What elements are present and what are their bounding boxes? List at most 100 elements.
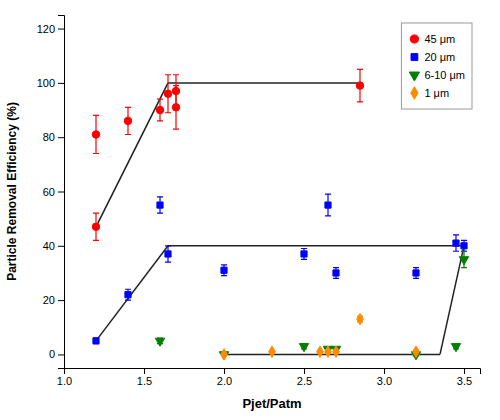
legend-box (401, 23, 472, 109)
point (453, 240, 459, 246)
x-axis-tick-mark (464, 368, 465, 374)
error-bar (461, 240, 467, 251)
point (164, 90, 171, 97)
y-axis-title: Particle Removal Efficiency (%) (5, 102, 19, 281)
legend-item: 6-10 μm (409, 69, 465, 81)
x-axis-tick: 2.5 (297, 368, 312, 387)
y-axis-tick: 0 (49, 348, 64, 360)
legend-label: 1 μm (424, 87, 449, 99)
y-axis-tick-mark (58, 137, 64, 138)
point (333, 346, 340, 357)
x-axis-tick: 3.0 (377, 368, 392, 387)
x-axis-tick-mark (304, 368, 305, 374)
legend-marker (410, 35, 418, 43)
y-axis-tick-label: 60 (43, 186, 55, 198)
point (92, 131, 99, 138)
legend-marker (411, 87, 418, 100)
error-bar (357, 69, 363, 102)
x-axis-tick: 2.0 (217, 368, 232, 387)
point (357, 313, 364, 324)
y-axis-tick: 20 (43, 294, 64, 306)
error-bar (301, 249, 307, 260)
trend-lines (96, 83, 464, 355)
point (221, 267, 227, 273)
point (165, 251, 171, 257)
y-axis-line (58, 16, 65, 369)
error-bar (157, 197, 163, 213)
y-axis-tick-label: 120 (37, 23, 55, 35)
trend-line (168, 245, 464, 247)
series (221, 313, 420, 360)
point (124, 117, 131, 124)
point (155, 338, 164, 346)
x-axis-tick-label: 3.5 (457, 375, 472, 387)
error-bar (165, 246, 171, 262)
x-axis-tick-label: 2.5 (297, 375, 312, 387)
point (356, 82, 363, 89)
series (155, 251, 468, 360)
y-axis-tick: 60 (43, 186, 64, 198)
y-axis-tick-mark (58, 300, 64, 301)
point (93, 338, 99, 344)
legend-label: 20 μm (424, 51, 455, 63)
point (459, 257, 468, 265)
x-axis-tick-label: 2.0 (217, 375, 232, 387)
x-axis-tick: 1.0 (57, 368, 72, 387)
x-axis-tick-label: 1.0 (57, 375, 72, 387)
point (451, 344, 460, 352)
x-axis-tick-mark (384, 368, 385, 374)
points (92, 69, 468, 360)
point (269, 346, 276, 357)
x-axis-tick-mark (144, 368, 145, 374)
point (157, 202, 163, 208)
legend-item: 1 μm (411, 87, 449, 100)
point (299, 344, 308, 352)
plot: 1.0 1.5 2.0 2.5 3.0 3.5 0 20 40 60 80 100 120 45 μm 20… (37, 16, 481, 387)
point (413, 270, 419, 276)
legend-marker (409, 72, 419, 81)
y-axis-tick: 100 (37, 77, 64, 89)
y-axis-tick-mark (58, 83, 64, 84)
y-axis-tick-mark (58, 29, 64, 30)
error-bar (93, 338, 99, 343)
legend-label: 45 μm (424, 33, 455, 45)
y-axis-tick-label: 0 (49, 348, 55, 360)
x-axis-tick: 1.5 (137, 368, 152, 387)
chart: 1.0 1.5 2.0 2.5 3.0 3.5 0 20 40 60 80 100 120 45 μm 20… (0, 0, 500, 420)
series (92, 69, 363, 240)
y-axis-tick-mark (58, 354, 64, 355)
error-bar (157, 99, 163, 121)
point (92, 223, 99, 230)
point (125, 292, 131, 298)
error-bar (453, 235, 459, 251)
legend: 45 μm 20 μm 6-10 μm 1 μm (401, 23, 472, 109)
error-bar (93, 115, 99, 153)
y-axis-tick: 120 (37, 23, 64, 35)
y-axis-tick: 40 (43, 240, 64, 252)
y-axis-tick-label: 80 (43, 131, 55, 143)
series (93, 194, 467, 344)
y-axis-tick-mark (58, 192, 64, 193)
point (325, 346, 332, 357)
y-axis: 0 20 40 60 80 100 120 (37, 16, 65, 369)
x-axis-line (65, 369, 481, 375)
legend-label: 6-10 μm (424, 69, 465, 81)
point (172, 87, 179, 94)
error-bar (221, 265, 227, 276)
trend-line (224, 354, 440, 356)
legend-item: 20 μm (411, 51, 455, 63)
error-bar (413, 268, 419, 279)
point (325, 202, 331, 208)
legend-item: 45 μm (410, 33, 455, 45)
x-axis-tick-mark (224, 368, 225, 374)
point (156, 106, 163, 113)
y-axis-tick-label: 100 (37, 77, 55, 89)
legend-marker (411, 54, 418, 61)
point (301, 251, 307, 257)
trend-line (96, 83, 168, 227)
error-bar (125, 289, 131, 300)
error-bar (165, 75, 171, 113)
point (461, 243, 467, 249)
error-bar (125, 107, 131, 134)
trend-line (168, 82, 360, 84)
